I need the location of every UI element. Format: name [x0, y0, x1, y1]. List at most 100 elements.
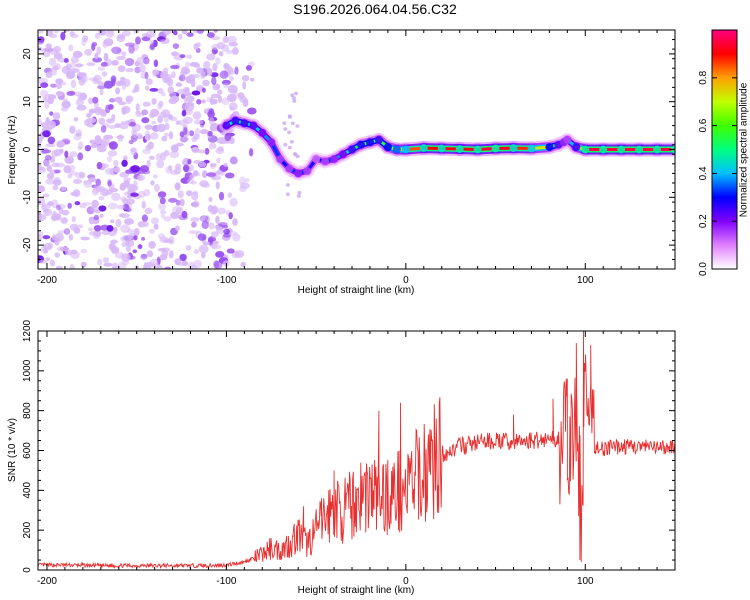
noise-blob	[217, 207, 226, 215]
noise-blob	[74, 63, 84, 68]
noise-blob	[121, 30, 131, 37]
chart-title: S196.2026.064.04.56.C32	[293, 1, 457, 17]
noise-blob	[86, 62, 96, 67]
noise-blob	[207, 130, 213, 137]
noise-blob	[148, 241, 156, 249]
noise-blob	[163, 149, 170, 157]
noise-blob	[119, 213, 130, 219]
noise-blob	[65, 70, 76, 80]
ridge-point	[267, 138, 276, 147]
noise-blob	[226, 248, 235, 254]
noise-blob	[130, 148, 136, 153]
noise-blob	[63, 228, 71, 235]
noise-blob	[63, 165, 72, 174]
y-tick-label: 20	[22, 48, 33, 60]
noise-blob	[114, 123, 122, 128]
noise-blob	[62, 98, 68, 104]
noise-blob	[184, 109, 194, 115]
noise-blob	[77, 146, 83, 151]
noise-blob	[73, 227, 81, 234]
noise-blob	[191, 90, 201, 96]
noise-blob	[120, 196, 127, 202]
noise-blob	[144, 71, 149, 80]
noise-blob	[52, 185, 59, 191]
ridge-point	[563, 135, 572, 144]
noise-blob	[125, 95, 134, 103]
noise-blob	[132, 130, 138, 139]
noise-blob	[208, 196, 213, 202]
noise-blob	[38, 230, 44, 237]
noise-blob	[69, 263, 75, 269]
noise-blob	[179, 54, 186, 59]
noise-blob	[201, 99, 206, 104]
noise-blob	[199, 180, 209, 187]
noise-blob	[91, 142, 100, 147]
noise-blob	[38, 164, 43, 171]
noise-blob	[128, 140, 134, 145]
noise-blob	[49, 111, 54, 116]
noise-blob	[157, 87, 164, 94]
colorbar-tick-label: 0.2	[698, 214, 709, 228]
spectrogram-y-axis: -20 -10 0 10 20	[22, 29, 675, 270]
noise-blob	[196, 67, 204, 74]
noise-blob	[296, 194, 301, 198]
noise-blob	[184, 92, 192, 97]
snr-panel: -200 -100 0 100 0 200 400 600 800 1000 1200 Heigh…	[7, 319, 676, 596]
noise-blob	[183, 127, 188, 136]
noise-blob	[141, 237, 146, 241]
noise-blob	[45, 143, 56, 148]
ridge-point	[653, 145, 662, 154]
noise-blob	[54, 63, 61, 71]
colorbar-tick-label: 0.6	[698, 118, 709, 132]
colorbar-tick-label: 0.4	[698, 166, 709, 180]
noise-blob	[98, 205, 107, 212]
noise-blob	[50, 83, 58, 88]
snr-line-group	[38, 331, 675, 570]
noise-blob	[97, 85, 106, 90]
noise-blob	[111, 78, 116, 87]
noise-blob	[245, 178, 250, 183]
ridge-point	[509, 144, 518, 153]
noise-blob	[210, 93, 221, 98]
noise-blob	[133, 228, 140, 237]
x-tick-label: 100	[577, 275, 594, 286]
noise-blob	[107, 150, 118, 157]
noise-blob	[113, 166, 121, 174]
noise-blob	[208, 117, 215, 125]
noise-blob	[208, 142, 217, 150]
noise-blob	[219, 70, 229, 79]
noise-blob	[96, 144, 107, 153]
noise-blob	[88, 216, 95, 225]
noise-blob	[91, 43, 96, 51]
noise-blob	[100, 62, 108, 67]
noise-blob	[74, 201, 81, 206]
noise-blob	[151, 120, 157, 125]
noise-blob	[137, 244, 143, 250]
noise-blob	[80, 236, 90, 241]
ridge-point	[392, 145, 401, 154]
noise-blob	[72, 178, 83, 184]
noise-blob	[46, 30, 54, 37]
noise-blob	[87, 227, 94, 232]
noise-blob	[178, 74, 186, 82]
noise-blob	[108, 242, 116, 251]
y-tick-label: -10	[22, 190, 33, 205]
ridge-point	[357, 140, 365, 149]
noise-blob	[68, 44, 74, 52]
colorbar-ticks: 0.0 0.2 0.4 0.6 0.8	[698, 70, 737, 276]
noise-blob	[121, 253, 131, 262]
noise-blob	[165, 166, 173, 174]
x-tick-label: 0	[403, 275, 409, 286]
ridge-point	[473, 145, 482, 154]
noise-blob	[135, 110, 142, 118]
noise-blob	[66, 158, 74, 164]
noise-blob	[114, 96, 123, 103]
noise-blob	[99, 138, 110, 146]
noise-blob	[187, 158, 192, 165]
noise-blob	[87, 97, 94, 105]
colorbar: 0.0 0.2 0.4 0.6 0.8 Normalized spectral ampl…	[698, 29, 750, 276]
noise-blob	[208, 108, 215, 115]
noise-blob	[70, 61, 76, 69]
noise-blob	[150, 132, 159, 140]
noise-blob	[151, 98, 157, 105]
